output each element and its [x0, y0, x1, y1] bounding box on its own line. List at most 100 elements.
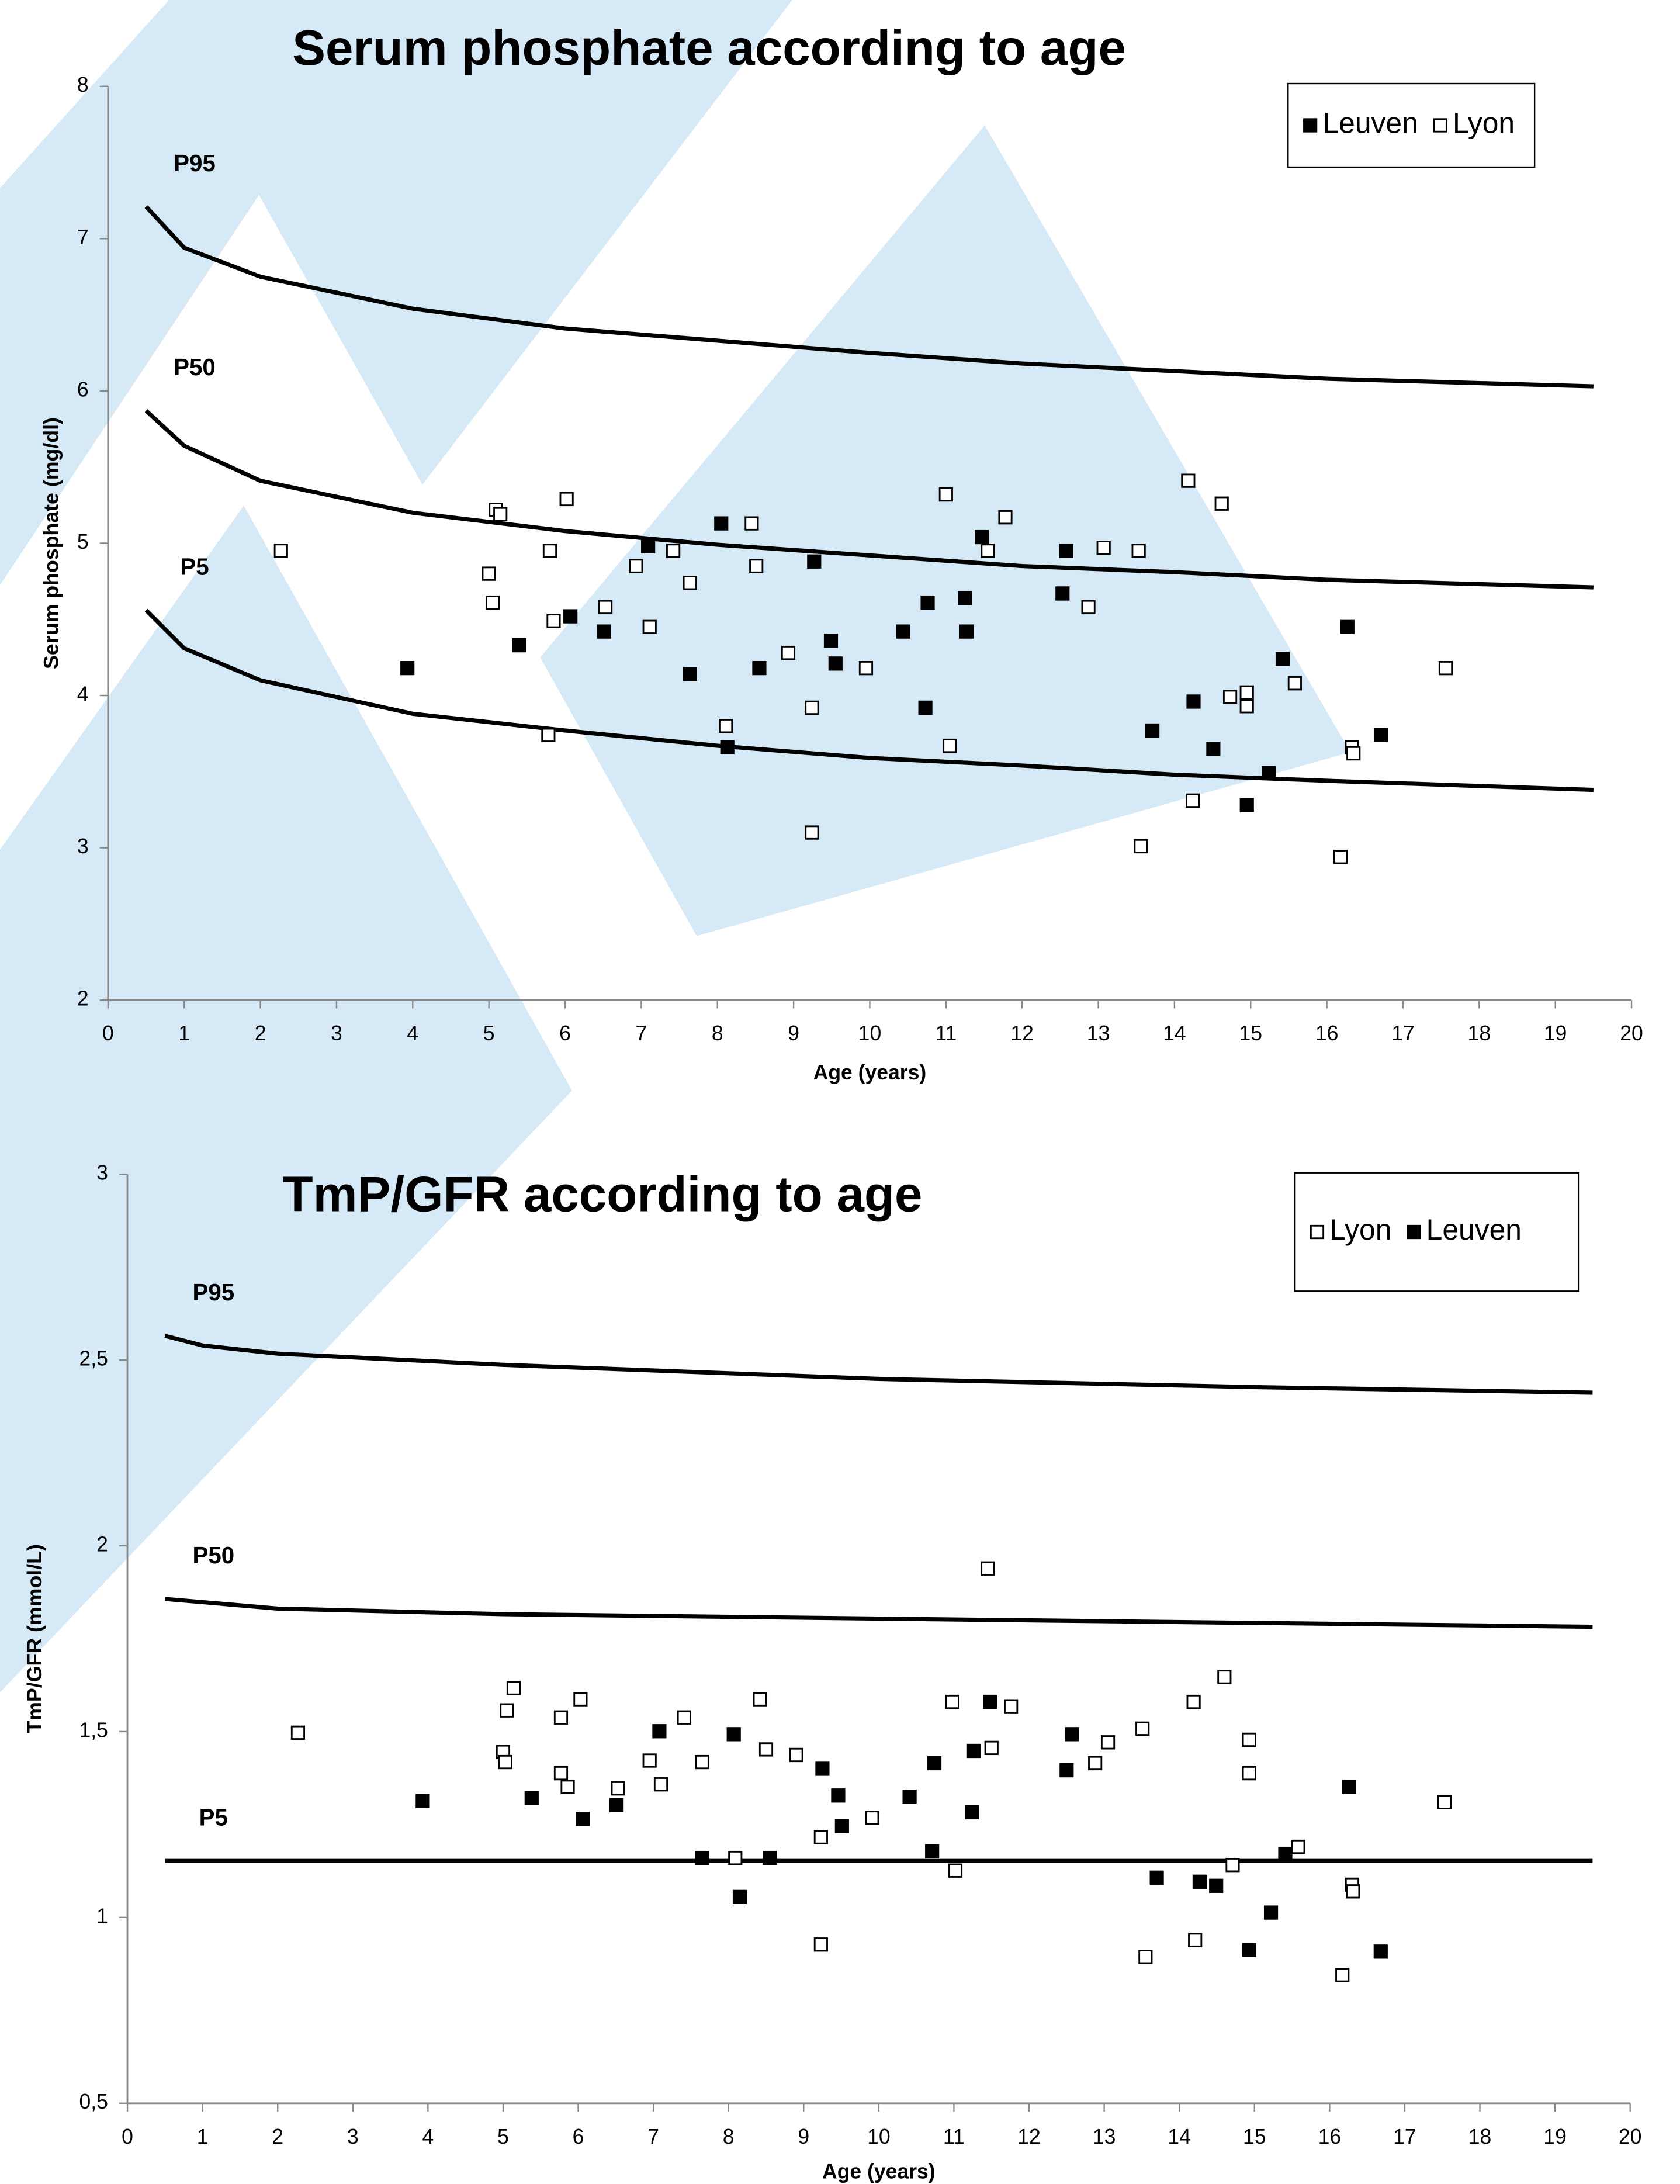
y-tick-label: 1	[96, 1904, 108, 1927]
data-point	[1288, 677, 1301, 689]
data-point	[1097, 542, 1110, 554]
data-point	[630, 560, 642, 572]
legend: Lyon Leuven	[1295, 1173, 1579, 1292]
y-tick-label: 4	[77, 682, 89, 705]
data-point	[897, 625, 909, 638]
x-tick-label: 20	[1620, 1022, 1643, 1045]
data-point	[560, 493, 573, 505]
y-tick-label: 2	[96, 1532, 108, 1556]
data-point	[1241, 700, 1253, 712]
data-point	[983, 1695, 996, 1708]
data-point	[1348, 747, 1360, 759]
data-point	[832, 1790, 844, 1802]
data-point	[926, 1845, 938, 1857]
data-point	[1336, 1969, 1349, 1981]
data-point	[1241, 686, 1253, 698]
data-point	[754, 1693, 766, 1705]
data-point	[753, 662, 765, 674]
x-tick-label: 5	[497, 2125, 509, 2148]
data-point	[903, 1790, 916, 1802]
data-point	[1243, 1733, 1255, 1746]
data-point	[1263, 767, 1275, 779]
data-point	[494, 508, 507, 520]
legend-label: Lyon	[1329, 1213, 1391, 1246]
x-tick-label: 8	[712, 1022, 723, 1045]
data-point	[653, 1725, 666, 1737]
data-point	[959, 592, 971, 604]
x-tick-label: 18	[1468, 2125, 1492, 2148]
data-point	[764, 1851, 776, 1864]
data-point	[919, 701, 931, 714]
legend-label: Leuven	[1426, 1213, 1522, 1246]
data-point	[928, 1757, 940, 1769]
data-point	[999, 511, 1012, 523]
legend-marker	[1434, 119, 1446, 131]
x-tick-label: 14	[1163, 1022, 1186, 1045]
x-tick-label: 19	[1543, 2125, 1567, 2148]
data-point	[1187, 695, 1200, 708]
data-point	[696, 1756, 708, 1768]
data-point	[1182, 475, 1194, 487]
x-tick-label: 6	[573, 2125, 584, 2148]
x-tick-label: 14	[1168, 2125, 1191, 2148]
data-point	[946, 1695, 958, 1708]
curve-label: P5	[199, 1804, 228, 1830]
data-point	[555, 1711, 567, 1723]
data-point	[643, 1754, 656, 1767]
y-tick-label: 2,5	[79, 1347, 108, 1370]
data-point	[684, 668, 696, 680]
data-point	[967, 1745, 979, 1757]
data-point	[966, 1806, 978, 1818]
x-tick-label: 13	[1093, 2125, 1116, 2148]
data-point	[1082, 601, 1094, 613]
page: Serum phosphate according to age01234567…	[0, 0, 1680, 2184]
data-point	[719, 719, 732, 732]
data-point	[836, 1820, 848, 1832]
x-tick-label: 12	[1017, 2125, 1041, 2148]
data-point	[728, 1728, 740, 1740]
data-point	[275, 545, 287, 557]
data-point	[417, 1795, 429, 1807]
data-point	[790, 1749, 802, 1761]
x-tick-label: 2	[272, 2125, 283, 2148]
data-point	[555, 1767, 567, 1779]
data-point	[1341, 621, 1353, 633]
curve-label: P95	[192, 1279, 234, 1306]
x-tick-label: 6	[559, 1022, 571, 1045]
data-point	[678, 1711, 690, 1723]
data-point	[860, 662, 872, 674]
data-point	[1439, 662, 1452, 674]
legend-marker	[1408, 1226, 1420, 1238]
data-point	[1189, 1934, 1201, 1946]
x-tick-label: 0	[102, 1022, 114, 1045]
data-point	[564, 610, 576, 622]
x-tick-label: 3	[347, 2125, 359, 2148]
chart-title: Serum phosphate according to age	[292, 20, 1126, 76]
data-point	[487, 596, 499, 608]
x-tick-label: 0	[122, 2125, 133, 2148]
data-point	[501, 1704, 513, 1716]
x-tick-label: 9	[788, 1022, 799, 1045]
data-point	[612, 1782, 624, 1794]
x-axis-title: Age (years)	[813, 1061, 927, 1084]
data-point	[825, 635, 837, 647]
x-tick-label: 8	[723, 2125, 735, 2148]
curve-label: P50	[192, 1542, 234, 1569]
data-point	[975, 531, 988, 543]
data-point	[1210, 1880, 1222, 1892]
data-point	[866, 1812, 878, 1824]
data-point	[746, 517, 758, 529]
data-point	[1060, 545, 1072, 557]
x-tick-label: 17	[1393, 2125, 1416, 2148]
data-point	[815, 1831, 827, 1843]
data-point	[985, 1742, 997, 1754]
x-tick-label: 7	[647, 2125, 659, 2148]
legend: LeuvenLyon	[1288, 84, 1534, 167]
data-point	[940, 488, 952, 500]
data-point	[1343, 1781, 1355, 1793]
y-tick-label: 5	[77, 530, 89, 553]
data-point	[829, 657, 841, 670]
data-point	[1137, 1722, 1149, 1735]
data-point	[922, 596, 934, 608]
data-point	[949, 1864, 961, 1877]
